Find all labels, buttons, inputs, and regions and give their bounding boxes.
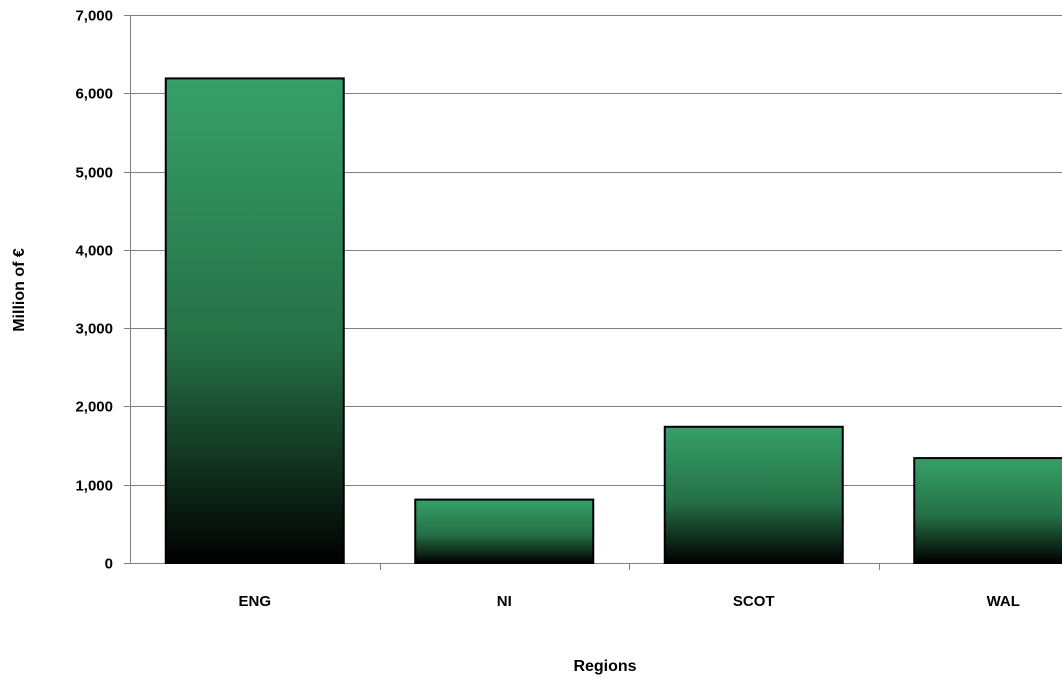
x-tick-label: ENG [238,593,271,610]
x-axis-title: Regions [573,658,636,675]
y-tick-label: 6,000 [75,86,113,103]
bar-wal [913,457,1062,564]
x-tick-label: NI [497,593,512,610]
bars [164,77,1062,565]
y-tick-label: 1,000 [75,478,113,495]
y-tick-label: 5,000 [75,165,113,182]
y-tick-label: 7,000 [75,8,113,25]
tick-labels: 0 1,000 2,000 3,000 4,000 5,000 6,000 7,000 ENG N… [75,8,1019,611]
x-tick-label: SCOT [733,593,775,610]
bar-eng [164,77,345,564]
y-tick-label: 4,000 [75,243,113,260]
x-tick-label: WAL [987,593,1020,610]
bar-ni [414,498,595,564]
y-tick-label: 3,000 [75,321,113,338]
y-tick-label: 2,000 [75,399,113,416]
bar-scot [663,425,844,565]
y-axis-title: Million of € [11,248,28,332]
y-tick-label: 0 [105,556,113,573]
